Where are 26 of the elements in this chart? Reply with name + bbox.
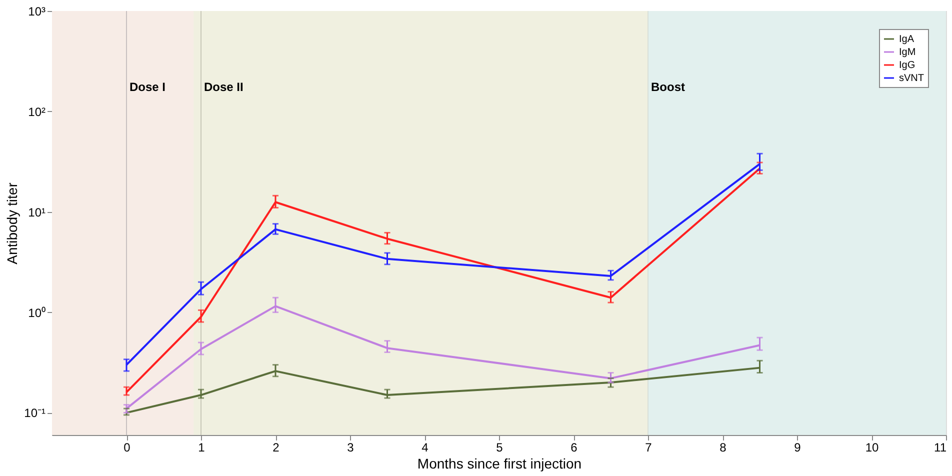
x-tick-label: 0	[124, 440, 131, 454]
y-tick-label: 10⁻¹	[24, 406, 46, 420]
x-tick-label: 2	[272, 440, 280, 454]
legend-label: IgM	[899, 47, 916, 58]
x-tick-label: 8	[720, 440, 727, 454]
x-tick-label: 7	[645, 440, 652, 454]
x-tick-label: 11	[934, 440, 947, 454]
legend-label: IgA	[899, 34, 914, 45]
ref-line-label: Boost	[651, 80, 685, 94]
ref-line-label: Dose II	[204, 80, 244, 94]
ref-line-label: Dose I	[130, 80, 166, 94]
y-tick-label: 10³	[28, 4, 46, 18]
legend-label: sVNT	[899, 73, 924, 84]
x-tick-label: 10	[865, 440, 879, 454]
x-tick-label: 9	[794, 440, 802, 454]
y-tick-label: 10²	[28, 104, 46, 119]
x-tick-label: 5	[496, 440, 504, 454]
y-tick-label: 10¹	[28, 205, 46, 220]
x-tick-label: 6	[570, 440, 578, 454]
y-axis-title: Antibody titer	[4, 182, 20, 264]
legend-label: IgG	[899, 60, 916, 71]
x-tick-label: 4	[422, 440, 429, 454]
x-tick-label: 3	[347, 440, 354, 454]
x-axis-title: Months since first injection	[417, 456, 582, 472]
x-tick-label: 1	[198, 440, 206, 454]
y-tick-label: 10⁰	[28, 306, 46, 320]
